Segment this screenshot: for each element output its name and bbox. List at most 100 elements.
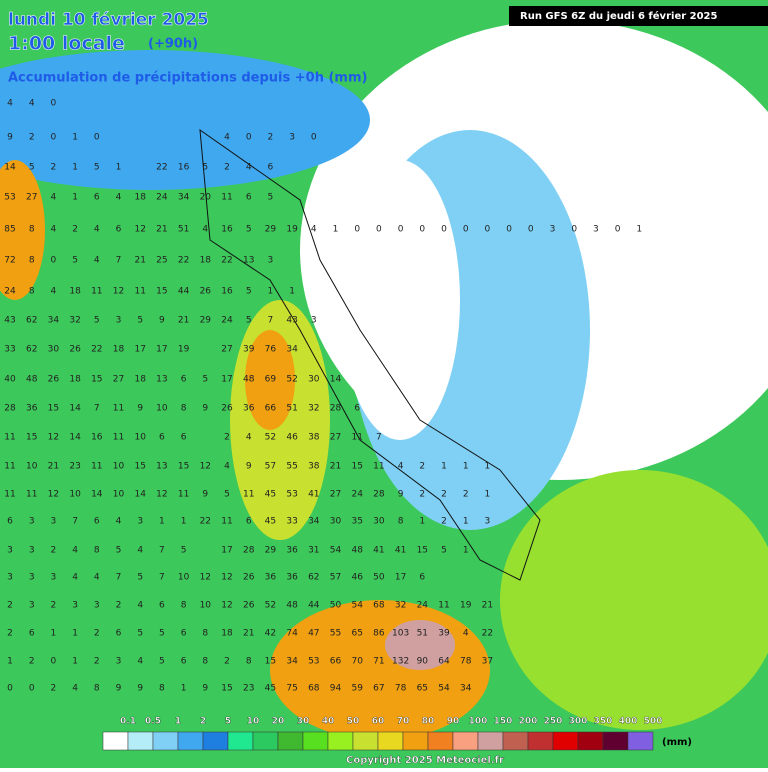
legend-swatch [327, 731, 354, 751]
value-label: 14 [4, 163, 16, 173]
legend-swatch [577, 731, 604, 751]
value-label: 32 [395, 601, 406, 611]
value-label: 30 [308, 375, 320, 385]
value-label: 85 [4, 225, 15, 235]
value-label: 5 [268, 193, 274, 203]
value-label: 8 [246, 657, 252, 667]
legend-label: 100 [469, 717, 488, 727]
value-label: 9 [137, 684, 143, 694]
value-label: 67 [373, 684, 384, 694]
value-label: 2 [29, 657, 35, 667]
value-label: 3 [116, 316, 122, 326]
value-label: 2 [224, 433, 230, 443]
value-label: 41 [395, 546, 406, 556]
value-label: 13 [243, 256, 254, 266]
value-label: 48 [286, 601, 298, 611]
value-label: 4 [202, 225, 208, 235]
value-label: 36 [243, 404, 255, 414]
value-label: 4 [246, 433, 252, 443]
legend-swatch [452, 731, 479, 751]
value-label: 2 [116, 601, 122, 611]
legend-swatch [277, 731, 304, 751]
legend-label: 90 [447, 717, 460, 727]
value-label: 38 [308, 433, 320, 443]
value-label: 4 [72, 684, 78, 694]
value-label: 14 [69, 433, 81, 443]
value-label: 27 [330, 490, 341, 500]
copyright: Copyright 2025 Meteociel.fr [346, 755, 504, 766]
value-label: 34 [178, 193, 190, 203]
value-label: 0 [246, 133, 252, 143]
run-label: Run GFS 6Z du jeudi 6 février 2025 [520, 10, 718, 22]
value-label: 12 [200, 462, 211, 472]
value-label: 52 [265, 601, 276, 611]
value-label: 36 [265, 573, 277, 583]
value-label: 44 [308, 601, 320, 611]
value-label: 4 [463, 629, 469, 639]
value-label: 47 [308, 629, 319, 639]
value-label: 22 [200, 517, 211, 527]
value-label: 1 [181, 684, 187, 694]
value-label: 2 [29, 133, 35, 143]
value-label: 5 [441, 546, 447, 556]
value-label: 7 [159, 546, 165, 556]
value-label: 17 [221, 375, 232, 385]
value-label: 19 [178, 345, 190, 355]
value-label: 62 [26, 345, 37, 355]
legend-label: 80 [422, 717, 435, 727]
value-label: 4 [311, 225, 317, 235]
value-label: 1 [72, 193, 78, 203]
legend-swatch [602, 731, 629, 751]
value-label: 8 [181, 404, 187, 414]
value-label: 27 [113, 375, 124, 385]
value-label: 1 [463, 462, 469, 472]
value-label: 3 [268, 256, 274, 266]
value-label: 10 [200, 601, 212, 611]
value-label: 21 [134, 256, 145, 266]
value-label: 5 [72, 256, 78, 266]
value-label: 6 [268, 163, 274, 173]
value-label: 6 [159, 601, 165, 611]
value-label: 3 [7, 573, 13, 583]
value-label: 26 [243, 601, 255, 611]
value-label: 0 [7, 684, 13, 694]
value-label: 78 [460, 657, 472, 667]
value-label: 25 [156, 256, 167, 266]
value-label: 18 [69, 287, 81, 297]
value-label: 4 [116, 193, 122, 203]
value-label: 8 [94, 684, 100, 694]
value-label: 76 [265, 345, 277, 355]
value-label: 2 [419, 490, 425, 500]
value-label: 48 [351, 546, 363, 556]
value-label: 34 [308, 517, 320, 527]
value-label: 53 [286, 490, 297, 500]
value-label: 0 [376, 225, 382, 235]
value-label: 12 [156, 490, 167, 500]
value-label: 12 [134, 225, 145, 235]
value-label: 1 [181, 517, 187, 527]
value-label: 3 [116, 657, 122, 667]
value-label: 2 [224, 657, 230, 667]
value-label: 14 [134, 490, 146, 500]
value-label: 51 [178, 225, 189, 235]
value-label: 6 [246, 193, 252, 203]
value-label: 53 [308, 657, 319, 667]
value-label: 0 [94, 133, 100, 143]
value-label: 26 [243, 573, 255, 583]
legend-label: 250 [544, 717, 563, 727]
value-label: 9 [202, 684, 208, 694]
value-label: 3 [29, 517, 35, 527]
value-label: 75 [286, 684, 297, 694]
value-label: 30 [330, 517, 342, 527]
value-label: 23 [243, 684, 254, 694]
value-label: 6 [94, 517, 100, 527]
value-label: 22 [91, 345, 102, 355]
value-label: 10 [156, 404, 168, 414]
value-label: 0 [354, 225, 360, 235]
legend-swatch [402, 731, 429, 751]
value-label: 65 [417, 684, 428, 694]
value-label: 11 [4, 490, 15, 500]
value-label: 12 [221, 601, 232, 611]
value-label: 1 [463, 546, 469, 556]
